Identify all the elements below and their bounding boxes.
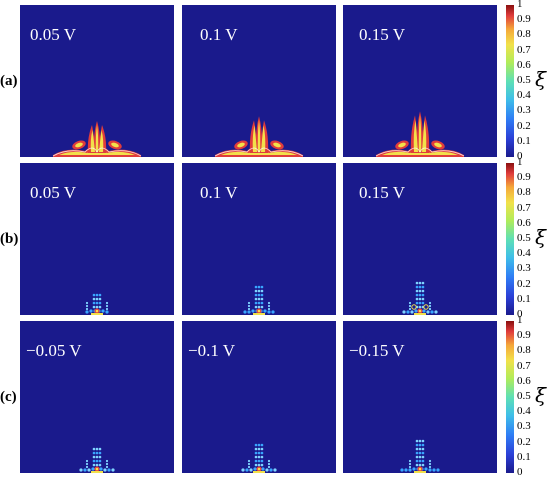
- colorbar: [506, 163, 514, 315]
- colorbar-tick-label: 0.7: [517, 201, 531, 214]
- colorbar: [506, 5, 514, 157]
- voltage-label: 0.15 V: [359, 183, 405, 202]
- colorbar-tick-label: 0: [517, 466, 523, 478]
- colorbar-tick-label: 0.9: [517, 13, 531, 26]
- colorbar-tick-label: 0.9: [517, 171, 531, 184]
- simulation-panel: 0.15 V: [343, 163, 497, 315]
- deposit-morphology: [52, 121, 142, 157]
- colorbar-tick-label: 0.7: [517, 359, 531, 372]
- voltage-label: 0.15 V: [359, 25, 405, 44]
- colorbar-tick-label: 0.3: [517, 262, 531, 275]
- simulation-panel: −0.15 V: [343, 321, 497, 473]
- colorbar-tick-label: 0: [517, 308, 523, 320]
- colorbar-tick-label: 0.2: [517, 277, 531, 290]
- deposit-morphology: [85, 293, 109, 315]
- simulation-panel: −0.1 V: [182, 321, 336, 473]
- simulation-panel: −0.05 V: [20, 321, 174, 473]
- deposit-morphology: [400, 439, 440, 473]
- voltage-label: 0.1 V: [200, 183, 238, 202]
- deposit-morphology: [79, 447, 115, 473]
- deposit-morphology: [375, 111, 465, 157]
- colorbar-tick-label: 0.1: [517, 292, 531, 305]
- colorbar-title: ξ: [535, 225, 547, 249]
- colorbar-tick-label: 0.6: [517, 58, 531, 71]
- voltage-label: −0.05 V: [26, 341, 82, 360]
- voltage-label: 0.05 V: [30, 25, 76, 44]
- row-label: (a): [0, 73, 18, 89]
- colorbar-tick-label: 1: [517, 314, 523, 326]
- colorbar-tick-label: 0.7: [517, 43, 531, 56]
- colorbar-title: ξ: [535, 67, 547, 91]
- colorbar-tick-label: 0: [517, 150, 523, 162]
- colorbar-tick-label: 0.6: [517, 216, 531, 229]
- voltage-label: 0.05 V: [30, 183, 76, 202]
- deposit-morphology: [214, 116, 304, 157]
- colorbar-tick-label: 1: [517, 0, 523, 10]
- colorbar-tick-label: 0.3: [517, 420, 531, 433]
- row-label: (b): [0, 231, 19, 247]
- colorbar-title: ξ: [535, 383, 547, 407]
- deposit-morphology: [402, 281, 438, 315]
- colorbar-tick-label: 0.3: [517, 104, 531, 117]
- colorbar-tick-label: 0.5: [517, 232, 531, 244]
- colorbar-tick-label: 0.9: [517, 329, 531, 342]
- colorbar-tick-label: 0.5: [517, 74, 531, 86]
- colorbar-tick-label: 0.1: [517, 134, 531, 147]
- colorbar-tick-label: 0.8: [517, 28, 531, 41]
- row-label: (c): [0, 389, 17, 405]
- voltage-label: −0.15 V: [349, 341, 405, 360]
- colorbar-tick-label: 0.6: [517, 374, 531, 387]
- simulation-panel: 0.15 V: [343, 5, 497, 157]
- colorbar-tick-label: 0.2: [517, 119, 531, 132]
- colorbar-tick-label: 0.5: [517, 390, 531, 402]
- colorbar-tick-label: 0.4: [517, 247, 531, 260]
- simulation-panel: 0.05 V: [20, 5, 174, 157]
- colorbar-tick-label: 0.2: [517, 435, 531, 448]
- colorbar-tick-label: 0.8: [517, 186, 531, 199]
- colorbar-tick-label: 0.4: [517, 89, 531, 102]
- deposit-morphology: [241, 443, 277, 473]
- colorbar-tick-label: 0.8: [517, 344, 531, 357]
- voltage-label: −0.1 V: [188, 341, 236, 360]
- colorbar: [506, 321, 514, 473]
- simulation-panel: 0.1 V: [182, 163, 336, 315]
- colorbar-tick-label: 1: [517, 156, 523, 168]
- colorbar-tick-label: 0.1: [517, 450, 531, 463]
- voltage-label: 0.1 V: [200, 25, 238, 44]
- simulation-panel: 0.1 V: [182, 5, 336, 157]
- simulation-panel: 0.05 V: [20, 163, 174, 315]
- colorbar-tick-label: 0.4: [517, 405, 531, 418]
- deposit-morphology: [243, 285, 275, 315]
